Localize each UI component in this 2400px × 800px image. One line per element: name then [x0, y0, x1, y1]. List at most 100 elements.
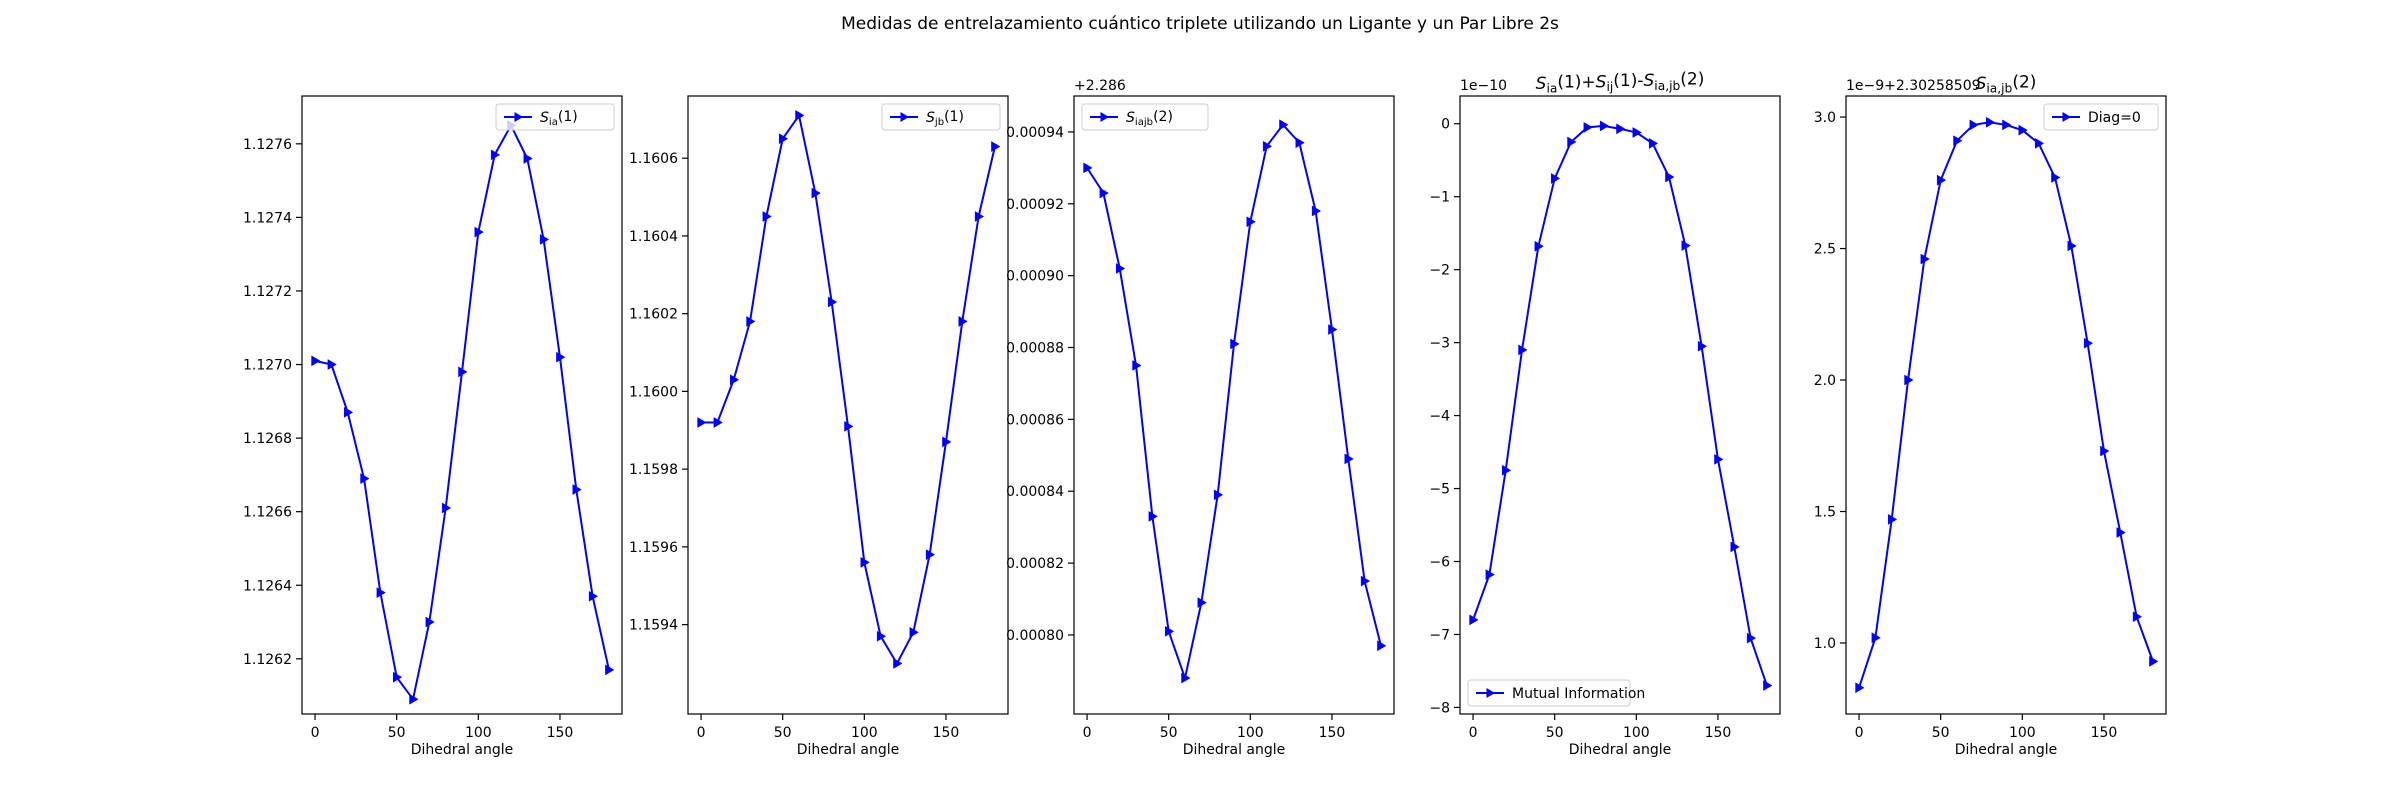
x-tick-label: 50 — [1932, 725, 1950, 741]
data-point — [1132, 360, 1142, 371]
data-point — [1550, 173, 1561, 184]
data-point — [893, 658, 903, 669]
data-point — [1148, 510, 1158, 522]
data-point — [1279, 119, 1289, 131]
legend-label: Diag=0 — [2088, 110, 2141, 126]
data-point — [1099, 187, 1109, 199]
legend-marker — [1100, 112, 1109, 122]
x-tick-label: 100 — [1237, 725, 1264, 741]
data-point — [1985, 116, 1996, 128]
legend: Sjb(1) — [881, 103, 1001, 131]
y-tick-label: 1.1276 — [243, 137, 292, 153]
data-point — [1518, 344, 1528, 356]
data-point — [2067, 240, 2077, 252]
legend-label: Mutual Information — [1512, 686, 1645, 702]
subplot-4: 0 50 100 150 −8 −7 −6 −5 −4 −3 −2 −1 0 Dihedral angle… — [1429, 70, 1781, 758]
y-tick-label: −3 — [1429, 336, 1450, 352]
y-tick-label: 1.1274 — [243, 210, 292, 226]
y-tick-label: 0.00084 — [1006, 484, 1064, 500]
data-point — [1648, 137, 1659, 149]
y-tick-label: −1 — [1429, 190, 1450, 206]
x-tick-label: 0 — [1469, 725, 1478, 741]
axis-offset-text: +2.286 — [1074, 78, 1126, 94]
legend-box — [495, 103, 615, 131]
data-point — [1377, 640, 1387, 652]
data-point — [1181, 672, 1191, 684]
y-tick-label: 0.00082 — [1006, 556, 1064, 572]
axis-offset-text: 1e−10 — [1460, 78, 1507, 94]
data-point — [1681, 240, 1691, 252]
data-point — [860, 556, 870, 568]
data-point — [490, 149, 501, 161]
data-point — [1501, 464, 1512, 476]
x-tick-label: 50 — [1160, 725, 1178, 741]
figure-suptitle: Medidas de entrelazamiento cuántico trip… — [841, 14, 1559, 34]
axes-frame — [687, 95, 1009, 715]
x-tick-label: 0 — [697, 725, 706, 741]
data-point — [2051, 172, 2061, 183]
legend-box — [881, 103, 1001, 131]
x-axis-label: Dihedral angle — [1569, 742, 1672, 758]
legend-marker — [514, 112, 523, 122]
x-tick-label: 150 — [1319, 725, 1346, 741]
y-tick-label: −4 — [1429, 409, 1450, 425]
data-point — [713, 417, 723, 428]
data-point — [795, 109, 805, 121]
data-point — [2132, 611, 2143, 623]
y-tick-label: 1.1604 — [629, 229, 678, 245]
y-tick-label: 1.1264 — [243, 578, 292, 594]
x-tick-label: 100 — [1623, 725, 1650, 741]
data-point — [1534, 240, 1544, 252]
data-point — [572, 484, 582, 496]
data-point — [876, 630, 887, 642]
data-point — [2100, 445, 2110, 457]
data-point — [1936, 174, 1947, 186]
x-axis-label: Dihedral angle — [411, 742, 514, 758]
data-point — [1871, 632, 1881, 644]
data-point — [1953, 135, 1963, 147]
data-point — [409, 693, 419, 705]
data-point — [1887, 513, 1898, 525]
data-point — [1485, 569, 1495, 581]
data-point — [1763, 680, 1773, 691]
data-point — [588, 590, 599, 602]
legend-box — [1081, 103, 1209, 131]
y-tick-label: −2 — [1429, 263, 1450, 279]
data-point — [1920, 253, 1930, 265]
data-point — [425, 616, 435, 628]
x-tick-label: 0 — [1855, 725, 1864, 741]
data-point — [556, 351, 566, 363]
data-point — [376, 587, 386, 599]
data-point — [2116, 527, 2126, 538]
legend-marker — [900, 112, 909, 122]
y-tick-label: 1.0 — [1814, 636, 1836, 652]
y-tick-label: 1.1606 — [629, 151, 678, 167]
data-point — [1746, 632, 1757, 644]
subplot-1: 0 50 100 150 1.1262 1.1264 1.1266 1.1268 1.1270 1… — [243, 95, 623, 758]
data-point — [1360, 575, 1371, 587]
data-point — [1730, 541, 1740, 553]
data-point — [991, 141, 1001, 152]
data-point — [1969, 119, 1979, 131]
data-point — [1344, 453, 1354, 465]
legend-label: Sjb(1) — [926, 109, 964, 128]
data-point — [909, 626, 919, 638]
data-point — [327, 359, 337, 370]
y-tick-label: 2.0 — [1814, 373, 1836, 389]
y-tick-label: −7 — [1429, 627, 1450, 643]
x-tick-label: 150 — [1705, 725, 1732, 741]
axes-frame — [1073, 95, 1395, 715]
data-point — [1665, 171, 1675, 183]
y-tick-label: 3.0 — [1814, 110, 1836, 126]
data-point — [1246, 216, 1256, 228]
legend-label: Siajb(2) — [1126, 109, 1173, 128]
data-point — [827, 296, 838, 308]
data-point — [1213, 489, 1224, 501]
data-point — [605, 664, 615, 676]
y-tick-label: 0.00094 — [1006, 125, 1064, 141]
data-point — [1197, 597, 1207, 609]
data-point — [1616, 123, 1626, 135]
legend-marker — [1486, 688, 1495, 698]
data-point — [1904, 374, 1914, 386]
x-axis-label: Dihedral angle — [1955, 742, 2058, 758]
